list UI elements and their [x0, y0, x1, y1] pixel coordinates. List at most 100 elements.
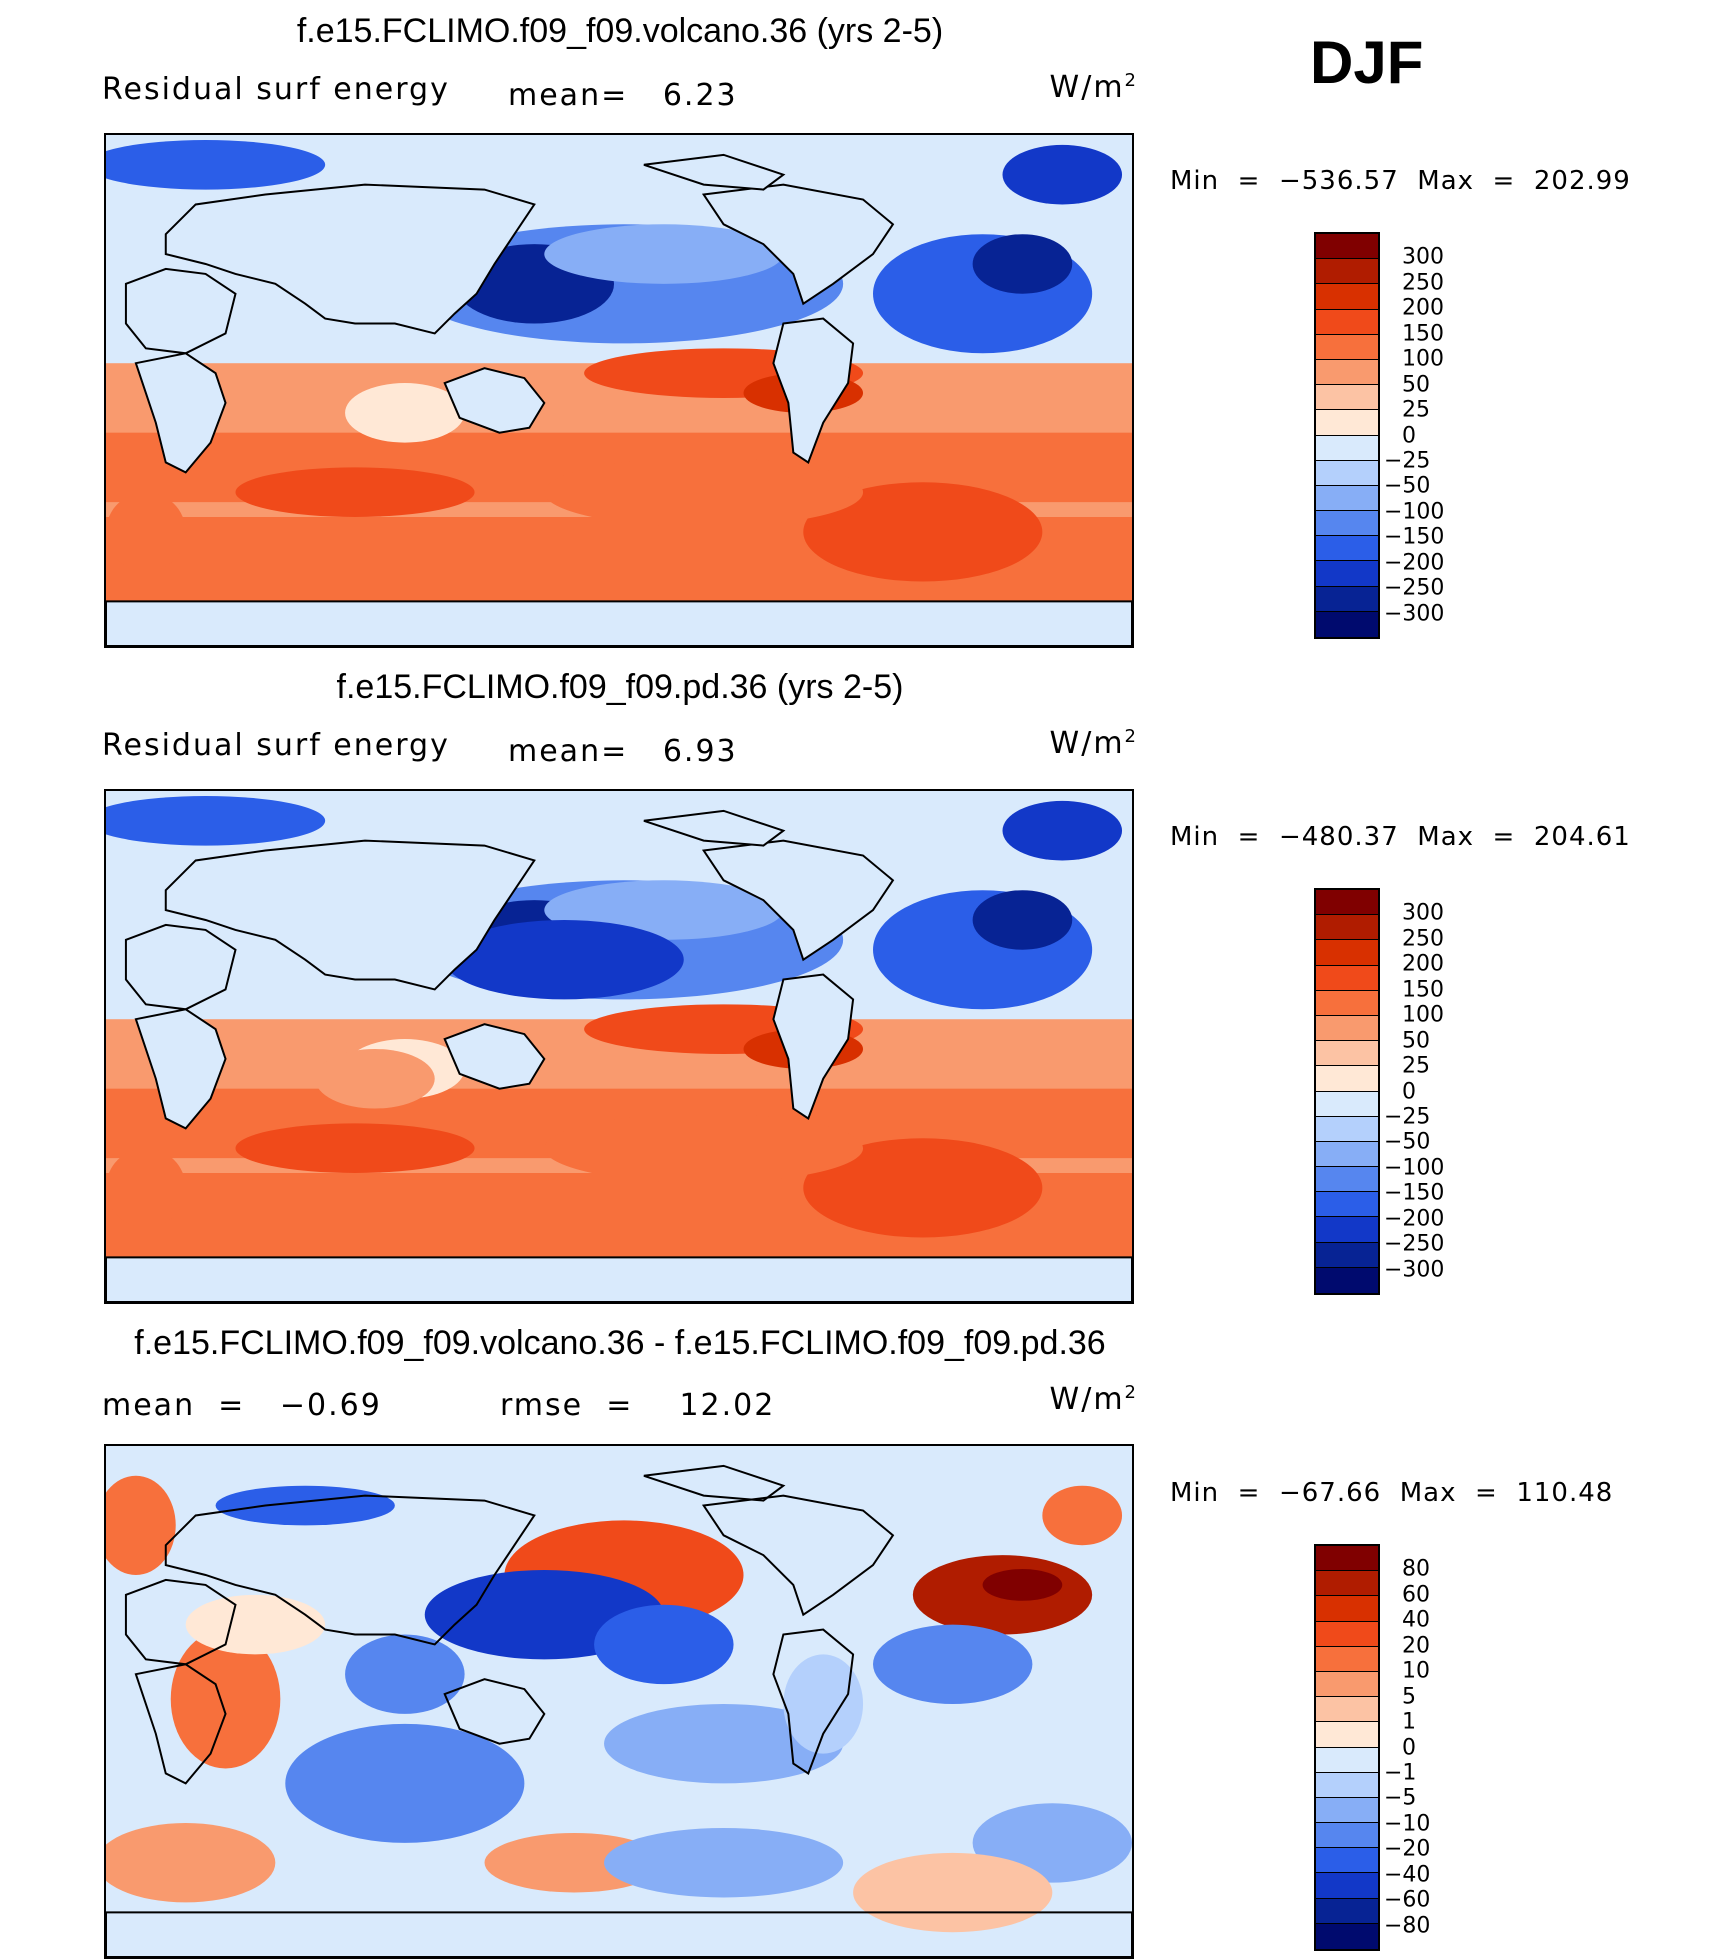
colorbar-label: 50	[1402, 372, 1430, 398]
colorbar-label: 25	[1402, 1053, 1430, 1079]
colorbar-swatch	[1316, 1923, 1378, 1949]
panel-1-title: f.e15.FCLIMO.f09_f09.volcano.36 (yrs 2-5…	[296, 12, 944, 50]
colorbar-label: −200	[1384, 550, 1445, 576]
colorbar-label: 5	[1402, 1684, 1416, 1710]
colorbar-swatch	[1316, 1041, 1378, 1067]
colorbar-swatch	[1316, 1621, 1378, 1647]
colorbar-swatch	[1316, 536, 1378, 562]
colorbar-swatch	[1316, 1722, 1378, 1748]
colorbar-swatch	[1316, 1217, 1378, 1243]
colorbar-swatch	[1316, 1192, 1378, 1218]
colorbar-swatch	[1316, 1116, 1378, 1142]
colorbar-swatch	[1316, 234, 1378, 260]
panel-3-colorbar	[1314, 1544, 1380, 1951]
panel-2-title: f.e15.FCLIMO.f09_f09.pd.36 (yrs 2-5)	[336, 668, 904, 706]
colorbar-swatch	[1316, 1898, 1378, 1924]
colorbar-label: −200	[1384, 1206, 1445, 1232]
colorbar-label: −80	[1384, 1913, 1431, 1939]
colorbar-label: 150	[1402, 977, 1444, 1003]
colorbar-swatch	[1316, 1546, 1378, 1572]
colorbar-swatch	[1316, 990, 1378, 1016]
colorbar-label: 10	[1402, 1658, 1430, 1684]
colorbar-swatch	[1316, 460, 1378, 486]
panel-3-title: f.e15.FCLIMO.f09_f09.volcano.36 - f.e15.…	[134, 1324, 1106, 1362]
colorbar-label: 50	[1402, 1028, 1430, 1054]
colorbar-label: −50	[1384, 1129, 1431, 1155]
season-label: DJF	[1310, 29, 1424, 96]
colorbar-label: −100	[1384, 499, 1445, 525]
colorbar-label: 60	[1402, 1582, 1430, 1608]
panel-1-mean: mean= 6.23	[508, 78, 738, 113]
colorbar-swatch	[1316, 890, 1378, 916]
panel-1-variable: Residual surf energy	[102, 72, 450, 107]
colorbar-label: 200	[1402, 295, 1444, 321]
panel-2-mean: mean= 6.93	[508, 734, 738, 769]
colorbar-label: 250	[1402, 270, 1444, 296]
colorbar-label: −25	[1384, 1104, 1431, 1130]
colorbar-label: −5	[1384, 1785, 1417, 1811]
colorbar-label: 25	[1402, 397, 1430, 423]
colorbar-label: −150	[1384, 524, 1445, 550]
panel-3-rmse: rmse = 12.02	[500, 1388, 776, 1423]
colorbar-swatch	[1316, 1823, 1378, 1849]
colorbar-swatch	[1316, 259, 1378, 285]
colorbar-swatch	[1316, 1141, 1378, 1168]
colorbar-label: −300	[1384, 1257, 1445, 1283]
colorbar-label: 0	[1402, 1079, 1416, 1104]
colorbar-label: 300	[1402, 900, 1444, 926]
panel-3-units: W/m2	[1049, 1382, 1138, 1417]
colorbar-swatch	[1316, 965, 1378, 991]
colorbar-swatch	[1316, 1015, 1378, 1042]
colorbar-swatch	[1316, 611, 1378, 637]
panel-3-mean: mean = −0.69	[102, 1388, 382, 1423]
colorbar-swatch	[1316, 940, 1378, 966]
colorbar-label: −150	[1384, 1180, 1445, 1206]
colorbar-label: 1	[1402, 1709, 1416, 1735]
colorbar-label: 100	[1402, 346, 1444, 372]
colorbar-label: 300	[1402, 244, 1444, 270]
colorbar-label: −10	[1384, 1811, 1431, 1837]
panel-3-map	[104, 1444, 1134, 1959]
colorbar-swatch	[1316, 1848, 1378, 1874]
colorbar-swatch	[1316, 561, 1378, 587]
colorbar-swatch	[1316, 1267, 1378, 1293]
panel-2-minmax: Min = −480.37 Max = 204.61	[1170, 822, 1631, 852]
colorbar-label: −250	[1384, 575, 1445, 601]
colorbar-swatch	[1316, 410, 1378, 436]
colorbar-label: −300	[1384, 601, 1445, 627]
colorbar-swatch	[1316, 1242, 1378, 1268]
colorbar-label: −60	[1384, 1887, 1431, 1913]
colorbar-swatch	[1316, 1797, 1378, 1824]
colorbar-swatch	[1316, 1747, 1378, 1773]
panel-1-units: W/m2	[1049, 70, 1138, 105]
panel-2-units: W/m2	[1049, 726, 1138, 761]
colorbar-swatch	[1316, 1167, 1378, 1193]
colorbar-label: −100	[1384, 1155, 1445, 1181]
colorbar-swatch	[1316, 1873, 1378, 1899]
colorbar-label: −20	[1384, 1836, 1431, 1862]
colorbar-swatch	[1316, 1671, 1378, 1698]
colorbar-swatch	[1316, 284, 1378, 310]
panel-1-minmax: Min = −536.57 Max = 202.99	[1170, 166, 1631, 196]
colorbar-swatch	[1316, 1697, 1378, 1723]
colorbar-swatch	[1316, 511, 1378, 537]
colorbar-label: −50	[1384, 473, 1431, 499]
colorbar-swatch	[1316, 1091, 1378, 1117]
panel-1-colorbar	[1314, 232, 1380, 639]
colorbar-label: 40	[1402, 1607, 1430, 1633]
panel-1-map	[104, 133, 1134, 648]
colorbar-label: 0	[1402, 423, 1416, 448]
colorbar-swatch	[1316, 915, 1378, 941]
colorbar-swatch	[1316, 485, 1378, 512]
colorbar-label: 100	[1402, 1002, 1444, 1028]
panel-3-minmax: Min = −67.66 Max = 110.48	[1170, 1478, 1614, 1508]
panel-2-map	[104, 789, 1134, 1304]
colorbar-swatch	[1316, 385, 1378, 411]
colorbar-label: −25	[1384, 448, 1431, 474]
colorbar-swatch	[1316, 359, 1378, 386]
colorbar-label: 0	[1402, 1735, 1416, 1760]
colorbar-label: −250	[1384, 1231, 1445, 1257]
colorbar-swatch	[1316, 586, 1378, 612]
colorbar-swatch	[1316, 435, 1378, 461]
colorbar-label: 150	[1402, 321, 1444, 347]
